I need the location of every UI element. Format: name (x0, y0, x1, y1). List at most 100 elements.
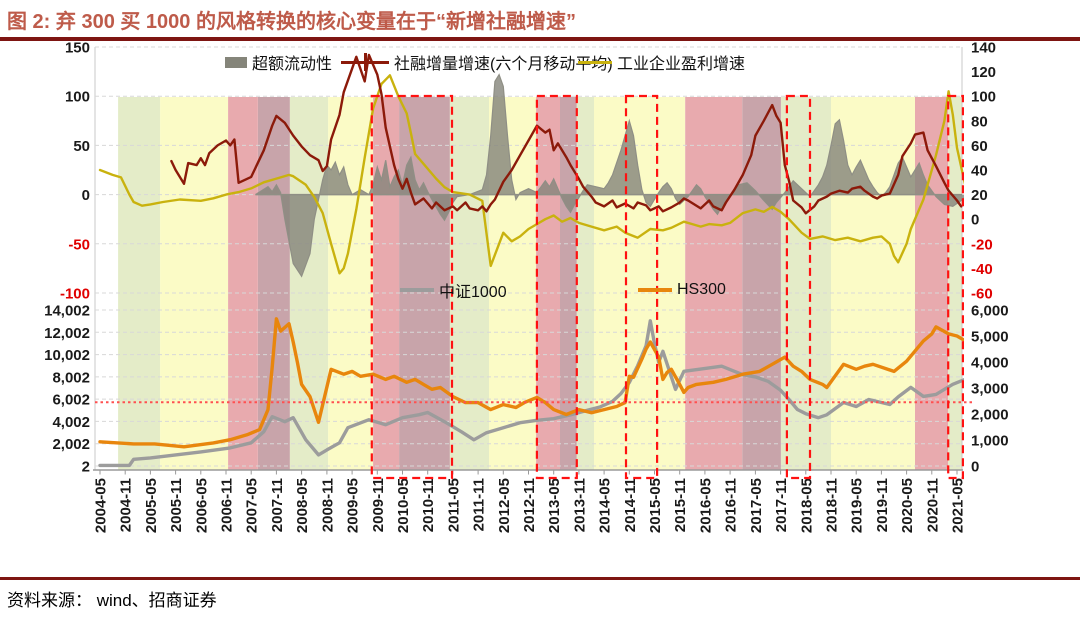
legend-item-excess-liquidity: 超额流动性 (225, 52, 333, 73)
x-tick-label: 2013-11 (571, 478, 588, 532)
y-axis-right-tick: 60 (971, 138, 988, 155)
x-tick-label: 2008-11 (319, 478, 336, 532)
industrial-profit-line-marker-icon (578, 60, 612, 64)
x-tick-label: 2017-05 (748, 478, 765, 533)
x-tick-label: 2006-05 (193, 478, 210, 533)
y-axis-right-tick: 100 (971, 89, 996, 106)
x-tick-label: 2014-11 (622, 478, 639, 532)
x-tick-label: 2009-11 (370, 478, 387, 532)
regime-band-yellow (160, 97, 229, 470)
x-tick-label: 2007-11 (269, 478, 286, 532)
regime-band-green (118, 97, 161, 470)
y-axis-left-tick: 2,002 (52, 436, 90, 453)
y-axis-left-tick: 150 (65, 40, 90, 57)
x-tick-label: 2007-05 (244, 478, 261, 533)
highlight-box (624, 94, 659, 480)
x-tick-label: 2021-05 (950, 478, 967, 533)
y-axis-right-tick: 6,000 (971, 303, 1009, 320)
y-axis-right-tick: 40 (971, 163, 988, 180)
legend-label-excess-liquidity: 超额流动性 (252, 56, 333, 73)
y-axis-right-tick: 140 (971, 40, 996, 57)
regime-band-pink (373, 97, 400, 470)
series-line-csi1000 (98, 319, 964, 468)
y-axis-left-tick: 2 (82, 459, 90, 476)
x-tick-label: 2004-05 (93, 478, 110, 533)
y-axis-left-tick: 10,002 (44, 347, 90, 364)
x-tick-label: 2018-05 (798, 478, 815, 533)
series-group (98, 53, 964, 468)
legend-item-csi1000: 中证1000 (400, 280, 507, 301)
y-axis-left-tick: -50 (68, 236, 90, 253)
legend-label-hs300: HS300 (677, 281, 726, 298)
x-tick-label: 2008-05 (294, 478, 311, 533)
source-rule (0, 577, 1080, 580)
x-tick-label: 2020-11 (924, 478, 941, 532)
legend-bottom: 中证1000 HS300 (0, 280, 1080, 302)
tsf-line-marker-icon (341, 53, 389, 71)
series-edge-excess_liquidity (255, 73, 964, 278)
y-axis-right-tick: 80 (971, 113, 988, 130)
legend-top: 超额流动性 社融增量增速(六个月移动平均) 工业企业盈利增速 (0, 52, 1080, 74)
x-tick-label: 2019-11 (874, 478, 891, 532)
x-tick-label: 2005-11 (168, 478, 185, 532)
y-axis-right-tick: 20 (971, 187, 988, 204)
legend-label-csi1000: 中证1000 (439, 284, 507, 301)
regime-band-pink (228, 97, 258, 470)
highlight-box (947, 94, 965, 480)
x-tick-label: 2018-11 (824, 478, 841, 532)
y-axis-left-tick: 50 (73, 138, 90, 155)
excess-liquidity-swatch-icon (225, 56, 247, 68)
y-axis-left-tick: 6,002 (52, 392, 90, 409)
y-axis-left-tick: 8,002 (52, 369, 90, 386)
x-tick-label: 2004-11 (118, 478, 135, 532)
series-line-tsf (170, 53, 963, 215)
x-tick-label: 2005-05 (143, 478, 160, 533)
y-axis-right-tick: 4,000 (971, 355, 1009, 372)
highlight-box (785, 94, 812, 480)
y-axis-right-tick: 5,000 (971, 329, 1009, 346)
regime-band-mauve (258, 97, 290, 470)
y-axis-left-tick: -100 (60, 286, 90, 303)
y-axis-right-tick: -60 (971, 286, 993, 303)
y-axis-right-tick: -20 (971, 236, 993, 253)
legend-item-hs300: HS300 (638, 280, 726, 300)
x-tick-label: 2012-05 (496, 478, 513, 533)
highlight-box (535, 94, 578, 480)
y-axis-right-tick: 0 (971, 459, 979, 476)
x-tick-label: 2013-05 (546, 478, 563, 533)
y-axis-right-tick: 0 (971, 212, 979, 229)
y-axis-right-tick: 2,000 (971, 407, 1009, 424)
source-note: 资料来源： wind、招商证券 (7, 591, 217, 610)
regime-band-green (781, 97, 831, 470)
y-axis-left-tick: 100 (65, 89, 90, 106)
legend-label-industrial-profit: 工业企业盈利增速 (617, 56, 746, 73)
x-tick-label: 2014-05 (597, 478, 614, 533)
x-tick-label: 2016-05 (697, 478, 714, 533)
x-tick-label: 2010-05 (395, 478, 412, 533)
y-axis-left-tick: 14,002 (44, 303, 90, 320)
hs300-line-marker-icon (638, 287, 672, 293)
x-tick-label: 2011-11 (471, 478, 488, 531)
page-title: 图 2: 弃 300 买 1000 的风格转换的核心变量在于“新增社融增速” (7, 11, 576, 33)
highlight-box (370, 94, 454, 480)
legend-label-tsf: 社融增量增速(六个月移动平均) (394, 56, 613, 73)
x-tick-label: 2012-11 (521, 478, 538, 532)
legend-item-tsf: 社融增量增速(六个月移动平均) (341, 52, 613, 73)
x-tick-label: 2016-11 (723, 478, 740, 532)
x-tick-label: 2010-11 (420, 478, 437, 532)
csi1000-line-marker-icon (400, 287, 434, 293)
y-axis-right-tick: 1,000 (971, 433, 1009, 450)
x-tick-label: 2015-05 (647, 478, 664, 533)
regime-band-green (449, 97, 489, 470)
regime-band-mauve (399, 97, 450, 470)
x-tick-label: 2015-11 (672, 478, 689, 532)
legend-item-industrial-profit: 工业企业盈利增速 (578, 52, 746, 73)
y-axis-right-tick: 120 (971, 64, 996, 81)
y-axis-right-tick: 3,000 (971, 381, 1009, 398)
y-axis-right-tick: -40 (971, 261, 993, 278)
y-axis-left-tick: 12,002 (44, 325, 90, 342)
title-rule (0, 37, 1080, 41)
x-tick-label: 2019-05 (849, 478, 866, 533)
